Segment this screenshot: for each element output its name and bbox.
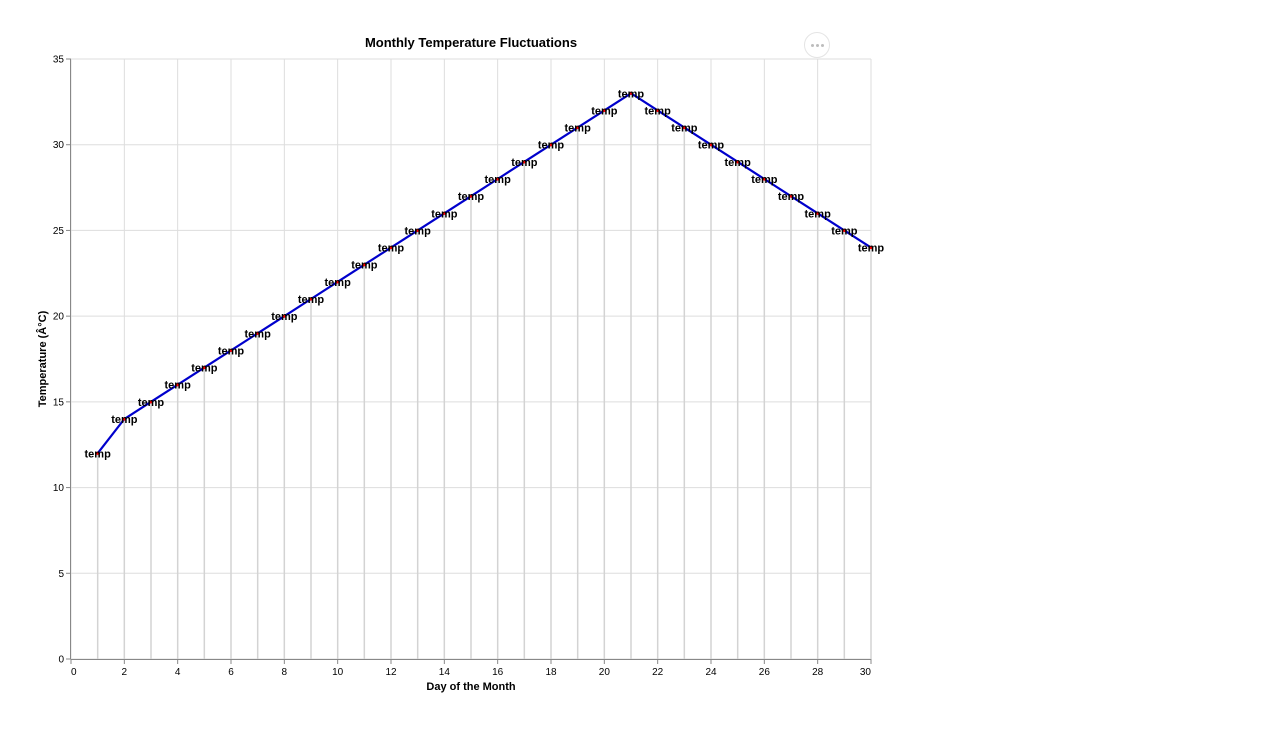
data-point (229, 348, 233, 353)
label-layer: temptemptemptemptemptemptemptemptemptemp… (85, 88, 885, 460)
y-tick-label: 35 (53, 55, 65, 66)
data-point-label: temp (111, 414, 138, 426)
data-point-label: temp (271, 311, 298, 323)
data-point-label: temp (218, 345, 245, 357)
data-point (709, 143, 713, 147)
x-tick-label: 4 (175, 667, 181, 678)
data-point-label: temp (805, 208, 832, 220)
x-tick-label: 24 (705, 667, 717, 678)
x-tick-label: 6 (228, 667, 234, 678)
data-point-label: temp (698, 140, 725, 152)
x-tick-label: 12 (385, 667, 397, 678)
y-tick-label: 10 (53, 483, 65, 494)
data-point (442, 211, 446, 215)
data-point (576, 125, 580, 130)
x-tick-label: 16 (492, 667, 504, 678)
data-point (202, 365, 206, 370)
y-tick-label: 0 (58, 655, 64, 666)
more-horizontal-icon-dot (820, 43, 824, 47)
y-axis-title: Temperature (Â°C) (36, 310, 49, 407)
data-point (496, 177, 500, 181)
more-horizontal-icon (810, 43, 814, 47)
data-point (736, 160, 740, 164)
data-point (176, 383, 180, 387)
x-tick-label: 20 (599, 667, 611, 678)
data-point (469, 194, 473, 198)
data-point (549, 143, 553, 147)
y-tick-label: 20 (53, 312, 65, 323)
data-point-label: temp (431, 208, 458, 220)
rule-layer (96, 93, 872, 659)
data-point (602, 108, 606, 113)
temperature-line (96, 92, 872, 454)
data-point (869, 245, 873, 250)
data-point (682, 125, 686, 130)
x-tick-label: 14 (439, 667, 451, 678)
data-point (762, 177, 766, 181)
data-point-label: temp (565, 123, 592, 135)
data-point-label: temp (378, 243, 405, 255)
y-tick-label: 15 (53, 397, 65, 408)
x-tick-label: 18 (545, 667, 557, 678)
data-point (656, 108, 660, 113)
data-point (842, 228, 846, 233)
more-horizontal-icon-dot (815, 43, 819, 47)
data-point-label: temp (645, 105, 672, 117)
data-point (789, 194, 793, 198)
data-point-label: temp (538, 140, 565, 152)
data-point-label: temp (458, 191, 485, 203)
x-tick-label: 0 (71, 667, 77, 678)
y-tick-label: 5 (58, 569, 64, 580)
data-point-label: temp (298, 294, 325, 306)
y-tick-label: 30 (53, 140, 65, 151)
y-tick-label: 25 (53, 226, 65, 237)
data-point (629, 91, 633, 95)
data-point (389, 245, 393, 250)
data-point-label: temp (485, 174, 512, 186)
x-tick-label: 30 (860, 667, 872, 678)
point-layer (96, 91, 873, 455)
data-point-label: temp (591, 105, 618, 117)
data-point-label: temp (778, 191, 805, 203)
data-point-label: temp (725, 157, 752, 169)
data-point-label: temp (858, 243, 885, 255)
data-point-label: temp (405, 225, 432, 237)
chart-actions-menu-button[interactable] (804, 32, 830, 58)
data-point (149, 400, 153, 404)
axis-layer: 0 2 4 6 8 10 12 14 16 18 20 22 24 26 28 300510152025303… (53, 55, 872, 678)
data-point-label: temp (85, 448, 112, 460)
data-point (282, 314, 286, 318)
data-point (309, 297, 313, 301)
data-point-label: temp (351, 260, 378, 272)
data-point (122, 417, 126, 421)
data-point-label: temp (138, 397, 165, 409)
data-point (816, 211, 820, 215)
data-point-label: temp (831, 225, 858, 237)
data-point-label: temp (751, 174, 778, 186)
data-point-label: temp (245, 328, 272, 340)
data-point-label: temp (618, 88, 645, 100)
line-layer (96, 92, 872, 454)
chart-title: Monthly Temperature Fluctuations (365, 35, 577, 50)
data-point (522, 160, 526, 164)
x-tick-label: 26 (759, 667, 771, 678)
x-tick-label: 10 (332, 667, 344, 678)
data-point (362, 263, 366, 267)
data-point (336, 280, 340, 284)
data-point (96, 451, 100, 455)
data-point-label: temp (325, 277, 352, 289)
data-point (256, 331, 260, 335)
data-point-label: temp (511, 157, 538, 169)
data-point-label: temp (671, 123, 698, 135)
data-point (416, 228, 420, 233)
x-tick-label: 2 (122, 667, 128, 678)
x-tick-label: 22 (652, 667, 664, 678)
x-tick-label: 8 (282, 667, 288, 678)
x-tick-label: 28 (812, 667, 824, 678)
x-axis-title: Day of the Month (426, 681, 515, 693)
data-point-label: temp (165, 380, 192, 392)
data-point-label: temp (191, 363, 218, 375)
